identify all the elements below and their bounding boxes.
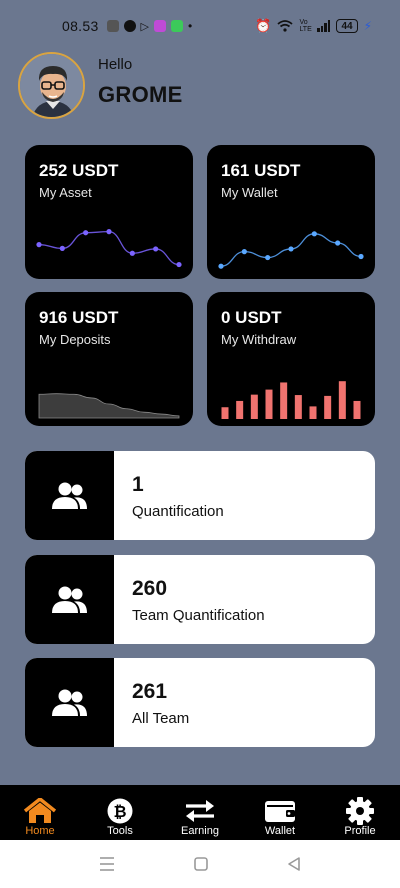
withdraw-label: My Withdraw [221,332,297,347]
quantification-count: 1 [132,473,144,496]
users-icon [51,586,87,613]
wifi-icon [277,20,294,32]
alarm-icon: ⏰ [255,18,272,33]
wallet-label: My Wallet [221,185,278,200]
withdraw-bar-7 [324,395,332,419]
wallet-line-chart [218,231,364,269]
wallet-value: 161 USDT [221,161,301,180]
all-team-row[interactable]: 261 All Team [25,658,375,747]
asset-point-6 [176,261,182,268]
deposits-label: My Deposits [39,332,111,347]
asset-point-0 [36,242,42,248]
chat-app-icon [106,20,119,32]
deposits-card[interactable]: 916 USDT My Deposits [25,292,193,426]
status-right: ⏰ Vo LTE 44 ⚡ [255,18,372,34]
nav-home[interactable]: Home [10,798,70,837]
wallet-icon [264,798,296,824]
all-team-icon-box [25,658,114,747]
withdraw-bar-9 [353,400,361,419]
asset-card[interactable]: 252 USDT My Asset [25,145,193,279]
nav-home-label: Home [25,825,55,837]
all-team-count: 261 [132,680,168,703]
asset-point-5 [153,246,159,252]
withdraw-bar-3 [265,389,273,419]
signal-icon [317,20,331,32]
avatar-illustration [20,54,83,117]
quantification-label: Quantification [132,503,224,520]
deposits-area-chart [38,393,180,419]
deposits-value: 916 USDT [39,308,119,327]
wallet-card[interactable]: 161 USDT My Wallet [207,145,375,279]
wallet-point-2 [265,254,271,261]
wallet-point-5 [335,240,341,246]
asset-line-chart [36,229,182,268]
svg-text:₿: ₿ [113,802,126,821]
nav-tools[interactable]: ₿ Tools [90,798,150,837]
nav-profile[interactable]: Profile [330,797,390,837]
bitcoin-icon: ₿ [107,798,133,824]
menu-icon[interactable] [98,856,116,872]
nav-profile-label: Profile [344,825,376,837]
wallet-point-1 [241,249,247,255]
greeting-text: Hello [98,56,133,73]
withdraw-bar-0 [221,407,229,419]
more-dot-icon: • [188,19,193,33]
asset-point-3 [106,229,112,235]
system-nav-bar [0,840,400,888]
all-team-label: All Team [132,710,190,727]
username: GROME [98,82,183,107]
withdraw-bar-chart [221,381,361,419]
nav-tools-label: Tools [107,825,133,837]
charging-icon: ⚡ [363,19,372,33]
back-icon[interactable] [286,856,302,872]
nav-earning-label: Earning [181,825,219,837]
team-quantification-count: 260 [132,577,168,600]
avatar[interactable] [18,52,85,119]
asset-value: 252 USDT [39,161,119,180]
transfer-icon [184,798,216,824]
withdraw-value: 0 USDT [221,308,282,327]
battery-icon: 44 [336,19,358,33]
status-bar: 08.53 ▷ • ⏰ Vo LTE 44 ⚡ [0,0,400,52]
shop-app-icon [171,20,184,32]
withdraw-bar-6 [309,406,317,419]
gear-icon [346,797,374,825]
facebook-icon [123,20,136,32]
withdraw-bar-5 [294,395,302,419]
wallet-point-3 [288,246,294,252]
withdraw-bar-1 [236,400,244,419]
wallet-point-4 [311,231,317,237]
deposits-area [38,393,180,419]
nav-wallet-label: Wallet [264,825,296,837]
asset-point-1 [59,245,65,251]
users-icon [51,689,87,716]
quantification-icon-box [25,451,114,540]
notification-icons: ▷ • [106,19,193,33]
withdraw-bar-4 [280,382,288,419]
wallet-point-6 [358,253,364,260]
home-square-icon[interactable] [193,856,209,872]
game-app-icon [154,20,167,32]
network-label: Vo LTE [299,19,312,33]
team-quantification-row[interactable]: 260 Team Quantification [25,555,375,644]
asset-label: My Asset [39,185,92,200]
nav-earning[interactable]: Earning [170,798,230,837]
home-icon [23,798,57,824]
withdraw-bar-2 [250,394,258,419]
status-time: 08.53 [62,18,99,34]
nav-wallet[interactable]: Wallet [250,798,310,837]
bottom-nav: Home ₿ Tools Earning [0,785,400,840]
play-store-icon: ▷ [140,20,150,33]
battery-level: 44 [341,20,353,32]
quantification-row[interactable]: 1 Quantification [25,451,375,540]
wallet-point-0 [218,263,224,269]
withdraw-card[interactable]: 0 USDT My Withdraw [207,292,375,426]
withdraw-bar-8 [338,381,346,419]
users-icon [51,482,87,509]
asset-point-4 [129,250,135,256]
team-quantification-label: Team Quantification [132,607,265,624]
team-quantification-icon-box [25,555,114,644]
asset-point-2 [83,230,89,236]
